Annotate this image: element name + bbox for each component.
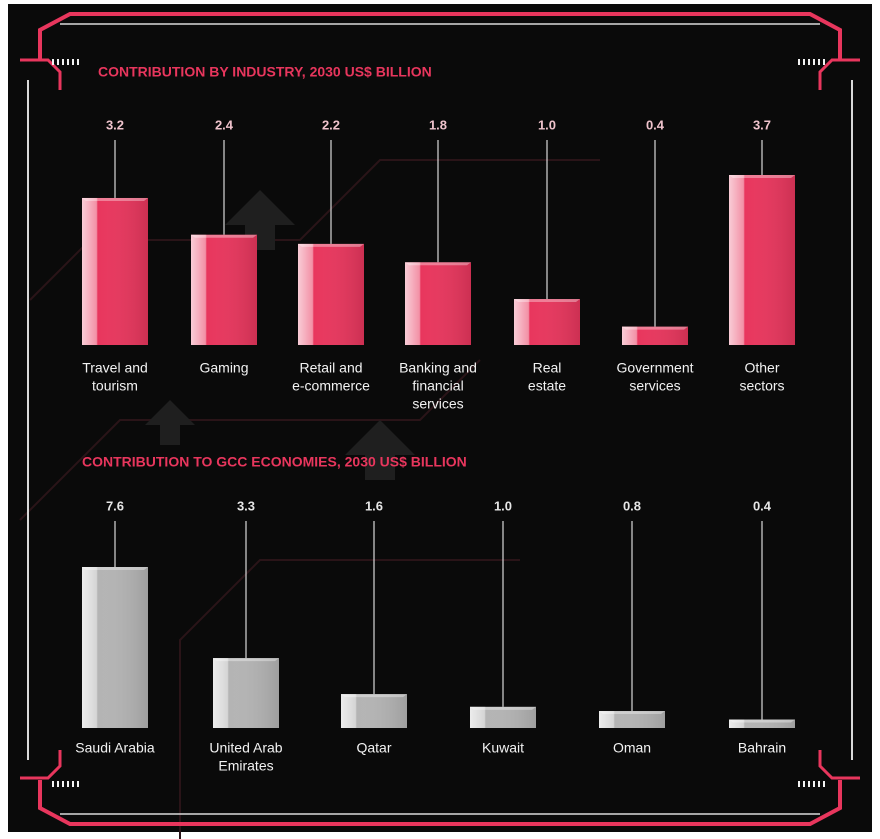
chart-title: CONTRIBUTION TO GCC ECONOMIES, 2030 US$ … bbox=[82, 454, 467, 470]
bar-top bbox=[622, 326, 688, 330]
category-label: Kuwait bbox=[482, 740, 524, 756]
bar-top bbox=[191, 234, 257, 238]
bar-top bbox=[729, 175, 795, 178]
bar-shade bbox=[729, 719, 795, 728]
category-label: Saudi Arabia bbox=[75, 740, 155, 756]
category-label: Government bbox=[616, 360, 693, 376]
value-label: 0.4 bbox=[753, 498, 772, 513]
category-label: services bbox=[412, 396, 463, 412]
category-label: sectors bbox=[739, 378, 784, 394]
frame bbox=[20, 12, 860, 826]
bar-top bbox=[341, 694, 407, 698]
bar-shade bbox=[622, 326, 688, 345]
category-label: Banking and bbox=[399, 360, 477, 376]
bar-top bbox=[213, 658, 279, 662]
bar-top bbox=[82, 197, 148, 201]
bar-top bbox=[470, 706, 536, 710]
value-label: 1.0 bbox=[494, 498, 512, 513]
bar-shade bbox=[599, 711, 665, 728]
bar-shade bbox=[191, 234, 257, 345]
value-label: 0.4 bbox=[646, 117, 665, 132]
category-label: Real bbox=[533, 360, 562, 376]
chart-title: CONTRIBUTION BY INDUSTRY, 2030 US$ BILLI… bbox=[98, 64, 432, 80]
bar-shade bbox=[470, 706, 536, 728]
bar-shade bbox=[341, 694, 407, 728]
category-label: Bahrain bbox=[738, 740, 786, 756]
category-label: financial bbox=[412, 378, 463, 394]
category-label: Travel and bbox=[82, 360, 148, 376]
value-label: 3.3 bbox=[237, 498, 255, 513]
category-label: Other bbox=[744, 360, 779, 376]
value-label: 1.8 bbox=[429, 117, 447, 132]
category-label: tourism bbox=[92, 378, 138, 394]
category-label: Qatar bbox=[356, 740, 391, 756]
category-label: Retail and bbox=[299, 360, 362, 376]
background-arrows bbox=[145, 190, 415, 480]
category-label: Oman bbox=[613, 740, 651, 756]
bar-shade bbox=[729, 175, 795, 345]
value-label: 7.6 bbox=[106, 498, 124, 513]
category-label: estate bbox=[528, 378, 566, 394]
bar-shade bbox=[298, 243, 364, 345]
bar-shade bbox=[82, 197, 148, 345]
bar-shade bbox=[82, 567, 148, 728]
bar-top bbox=[514, 299, 580, 303]
value-label: 1.6 bbox=[365, 498, 383, 513]
value-label: 3.7 bbox=[753, 117, 771, 132]
background-pattern bbox=[19, 159, 600, 839]
value-label: 0.8 bbox=[623, 498, 641, 513]
category-label: e-commerce bbox=[292, 378, 370, 394]
bar-top bbox=[82, 567, 148, 570]
category-label: services bbox=[629, 378, 680, 394]
value-label: 2.4 bbox=[215, 117, 234, 132]
bar-shade bbox=[405, 262, 471, 345]
category-label: Emirates bbox=[218, 758, 273, 774]
category-label: Gaming bbox=[199, 360, 248, 376]
bar-top bbox=[599, 711, 665, 715]
bar-top bbox=[298, 243, 364, 247]
bar-top bbox=[405, 262, 471, 266]
bar-shade bbox=[213, 658, 279, 728]
value-label: 3.2 bbox=[106, 117, 124, 132]
value-label: 1.0 bbox=[538, 117, 556, 132]
category-label: United Arab bbox=[209, 740, 282, 756]
bar-shade bbox=[514, 299, 580, 345]
bar-top bbox=[729, 719, 795, 723]
value-label: 2.2 bbox=[322, 117, 340, 132]
